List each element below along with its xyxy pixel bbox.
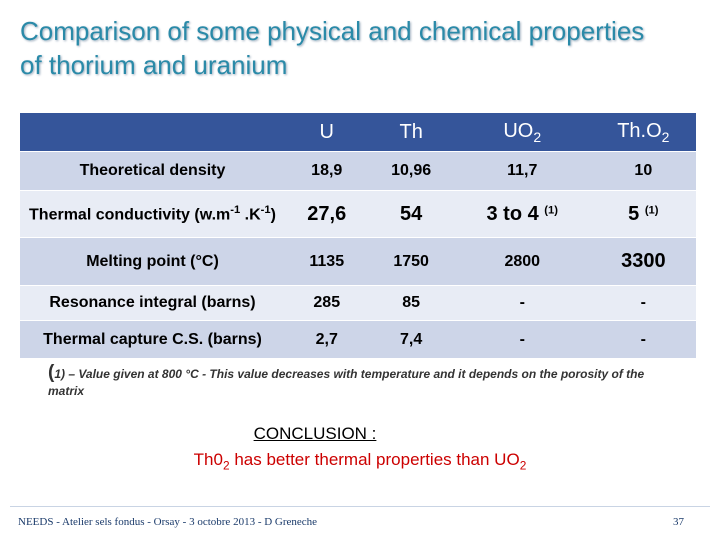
table: U Th UO2 Th.O2 Theoretical density 18,9 10,96… — [20, 112, 696, 358]
table-row: Thermal conductivity (w.m-1 .K-1) 27,6 54 3… — [20, 190, 696, 238]
text-segment: (w.m — [194, 206, 231, 224]
text-segment: 54 — [400, 202, 423, 225]
footnote: (1) – Value given at 800 °C - This value… — [48, 362, 668, 398]
cell: 18,9 — [285, 151, 369, 191]
text-segment: (1) — [544, 204, 558, 217]
text-segment: -1 — [260, 203, 271, 216]
text: 7,4 — [400, 330, 423, 348]
column-header: UO2 — [453, 112, 591, 152]
conclusion-text: Th02 has better thermal properties than … — [0, 450, 720, 472]
text: Melting point (°C) — [86, 252, 219, 270]
divider — [10, 506, 710, 507]
cell: 11,7 — [453, 151, 591, 191]
table-row: Thermal capture C.S. (barns) 2,7 7,4 - - — [20, 320, 696, 358]
text: - — [519, 294, 525, 311]
text: Thermal capture C.S. (barns) — [43, 330, 262, 348]
cell: - — [590, 285, 696, 321]
text-segment: .K — [240, 206, 261, 224]
text: - — [519, 330, 525, 348]
table-body: Theoretical density 18,9 10,96 11,7 10 Therma… — [20, 151, 696, 358]
table-row: Resonance integral (barns) 285 85 - - — [20, 285, 696, 321]
text: - — [640, 294, 646, 311]
footer: NEEDS - Atelier sels fondus - Orsay - 3 … — [18, 516, 318, 528]
row-label: Melting point (°C) — [20, 237, 285, 286]
text-segment: Thermal conductivity — [29, 206, 195, 224]
cell: 7,4 — [368, 320, 454, 358]
row-label: Theoretical density — [20, 151, 285, 191]
text-segment: Th.O — [617, 119, 662, 142]
cell: - — [590, 320, 696, 358]
column-header: Th — [368, 112, 454, 152]
column-header: U — [285, 112, 369, 152]
cell: 3300 — [590, 237, 696, 286]
page-number: 37 — [673, 516, 684, 528]
conclusion: CONCLUSION : Th02 has better thermal pro… — [0, 424, 720, 472]
cell: 1750 — [368, 237, 454, 286]
cell: 285 — [285, 285, 369, 321]
text-segment: 2 — [519, 458, 527, 473]
row-label: Thermal capture C.S. (barns) — [20, 320, 285, 358]
column-header: Th.O2 — [590, 112, 696, 152]
cell: 1135 — [285, 237, 369, 286]
cell: 85 — [368, 285, 454, 321]
text-segment: ) — [270, 206, 276, 224]
text-segment: 5 — [628, 202, 645, 225]
cell: 2800 — [453, 237, 591, 286]
text: 11,7 — [507, 162, 538, 179]
text-segment: 2 — [661, 128, 670, 145]
text: U — [319, 120, 334, 143]
row-label: Resonance integral (barns) — [20, 285, 285, 321]
header-row: U Th UO2 Th.O2 — [20, 112, 696, 152]
conclusion-heading: CONCLUSION : — [253, 424, 377, 443]
text-segment: (1) — [644, 204, 659, 217]
cell: 10,96 — [368, 151, 454, 191]
text-segment: 27,6 — [307, 202, 347, 225]
text: - — [640, 330, 646, 348]
text-segment: UO — [503, 119, 534, 142]
cell: 5 (1) — [590, 190, 696, 238]
text: Resonance integral (barns) — [49, 294, 256, 311]
text-segment: 1) – Value given at 800 °C - This value … — [48, 367, 645, 398]
text-segment: ( — [48, 362, 55, 383]
text: 10 — [634, 162, 653, 179]
text-segment: Th0 — [193, 450, 223, 469]
text: Theoretical density — [79, 162, 226, 179]
cell: 2,7 — [285, 320, 369, 358]
text: Th — [399, 120, 423, 143]
text: 85 — [402, 294, 421, 311]
cell: 27,6 — [285, 190, 369, 238]
cell: - — [453, 320, 591, 358]
text-segment: 2 — [222, 458, 230, 473]
text: 18,9 — [311, 162, 343, 179]
text-segment: -1 — [230, 203, 241, 216]
text: 1135 — [309, 252, 345, 270]
cell: - — [453, 285, 591, 321]
text: 285 — [313, 294, 341, 311]
text: 2800 — [504, 252, 541, 270]
text-segment: has better thermal properties than UO — [229, 450, 520, 469]
text: 1750 — [393, 252, 429, 270]
table-row: Theoretical density 18,9 10,96 11,7 10 — [20, 151, 696, 191]
text-segment: 3300 — [621, 250, 666, 272]
corner-cell — [20, 112, 285, 152]
cell: 3 to 4 (1) — [453, 190, 591, 238]
row-label: Thermal conductivity (w.m-1 .K-1) — [20, 190, 285, 238]
text-segment: 2 — [533, 128, 542, 145]
cell: 54 — [368, 190, 454, 238]
text: 10,96 — [391, 162, 432, 179]
text-segment: 3 to 4 — [486, 202, 545, 225]
title: Comparison of some physical and chemical… — [20, 16, 645, 80]
text: 2,7 — [315, 330, 338, 348]
table-row: Melting point (°C) 1135 1750 2800 3300 — [20, 237, 696, 286]
cell: 10 — [590, 151, 696, 191]
